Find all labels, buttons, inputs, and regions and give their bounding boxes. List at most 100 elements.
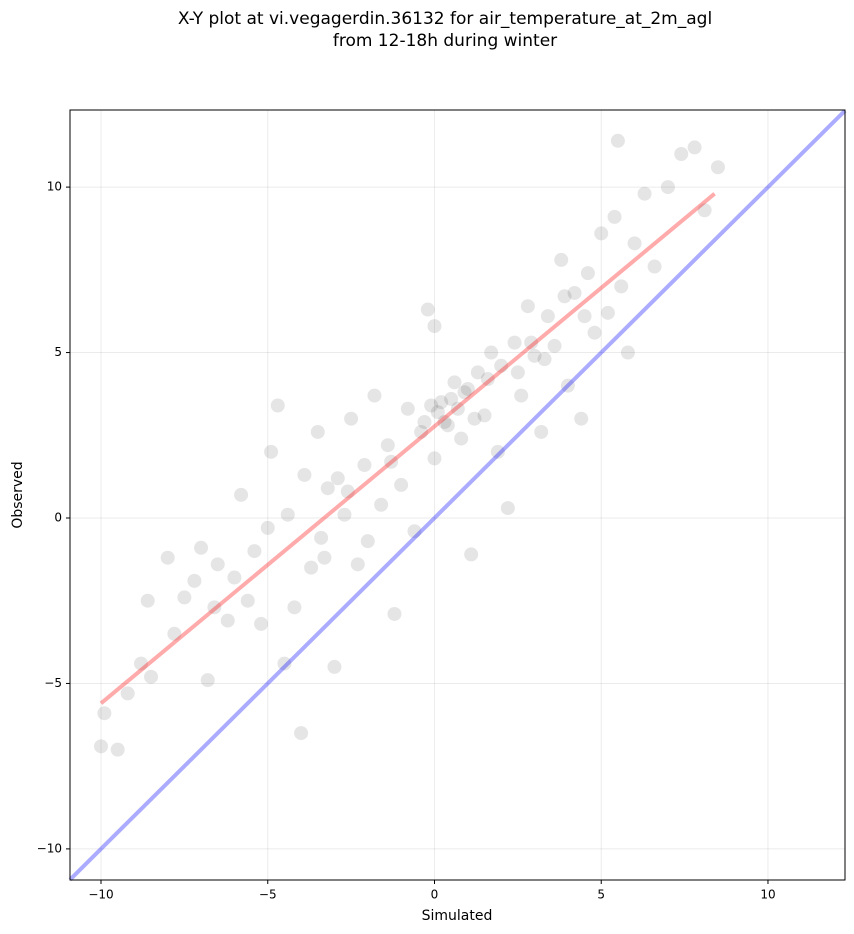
point [340, 484, 355, 499]
point [557, 289, 572, 304]
point [194, 540, 209, 555]
point [227, 570, 242, 585]
point [614, 279, 629, 294]
point [430, 405, 445, 420]
x-axis-label: Simulated [422, 908, 493, 924]
point [427, 451, 442, 466]
point [527, 348, 542, 363]
y-tick-label: 0 [54, 510, 62, 524]
point [134, 656, 149, 671]
point [234, 487, 249, 502]
point [600, 305, 615, 320]
x-tick-label: 0 [431, 888, 439, 902]
point [400, 401, 415, 416]
point [444, 391, 459, 406]
point [110, 742, 125, 757]
point [330, 471, 345, 486]
point [524, 335, 539, 350]
point [407, 524, 422, 539]
point [490, 444, 505, 459]
point [200, 673, 215, 688]
point [187, 573, 202, 588]
point [547, 338, 562, 353]
point [440, 418, 455, 433]
point [270, 398, 285, 413]
point [697, 203, 712, 218]
point [220, 613, 235, 628]
point [467, 411, 482, 426]
point [554, 252, 569, 267]
point [394, 477, 409, 492]
point [477, 408, 492, 423]
point [210, 557, 225, 572]
point [344, 411, 359, 426]
point [484, 345, 499, 360]
point [674, 147, 689, 162]
point [264, 444, 279, 459]
x-tick-label: −10 [88, 888, 113, 902]
point [167, 626, 182, 641]
point [507, 335, 522, 350]
point [647, 259, 662, 274]
point [420, 302, 435, 317]
chart-title: X-Y plot at vi.vegagerdin.36132 for air_… [178, 9, 712, 29]
point [380, 438, 395, 453]
point [520, 299, 535, 314]
point [320, 481, 335, 496]
point [140, 593, 155, 608]
point [607, 209, 622, 224]
y-tick-label: 5 [54, 345, 62, 359]
point [280, 507, 295, 522]
point [387, 606, 402, 621]
point [247, 544, 262, 559]
point [540, 309, 555, 324]
chart-title: from 12-18h during winter [333, 31, 557, 51]
point [374, 497, 389, 512]
point [317, 550, 332, 565]
point [514, 388, 529, 403]
point [464, 547, 479, 562]
plot-area [68, 109, 847, 882]
point [450, 401, 465, 416]
point [447, 375, 462, 390]
point [314, 530, 329, 545]
point [260, 520, 275, 535]
point [460, 381, 475, 396]
y-tick-label: −5 [44, 676, 62, 690]
point [660, 180, 675, 195]
point [94, 739, 109, 754]
point [240, 593, 255, 608]
y-tick-label: −10 [37, 841, 62, 855]
point [574, 411, 589, 426]
y-tick-label: 10 [47, 180, 62, 194]
point [687, 140, 702, 155]
point [510, 365, 525, 380]
point [304, 560, 319, 575]
point [297, 467, 312, 482]
point [120, 686, 135, 701]
point [534, 424, 549, 439]
y-axis-label: Observed [10, 461, 26, 528]
point [144, 669, 159, 684]
point [357, 458, 372, 473]
point [414, 424, 429, 439]
point [437, 415, 452, 430]
point [327, 659, 342, 674]
x-tick-label: −5 [259, 888, 277, 902]
point [424, 398, 439, 413]
point [417, 415, 432, 430]
point [177, 590, 192, 605]
point [567, 285, 582, 300]
point [277, 656, 292, 671]
point [494, 358, 509, 373]
point [287, 600, 302, 615]
point [560, 378, 575, 393]
point [470, 365, 485, 380]
point [480, 372, 495, 387]
point [500, 501, 515, 516]
point [610, 133, 625, 148]
point [337, 507, 352, 522]
point [637, 186, 652, 201]
point [434, 395, 449, 410]
